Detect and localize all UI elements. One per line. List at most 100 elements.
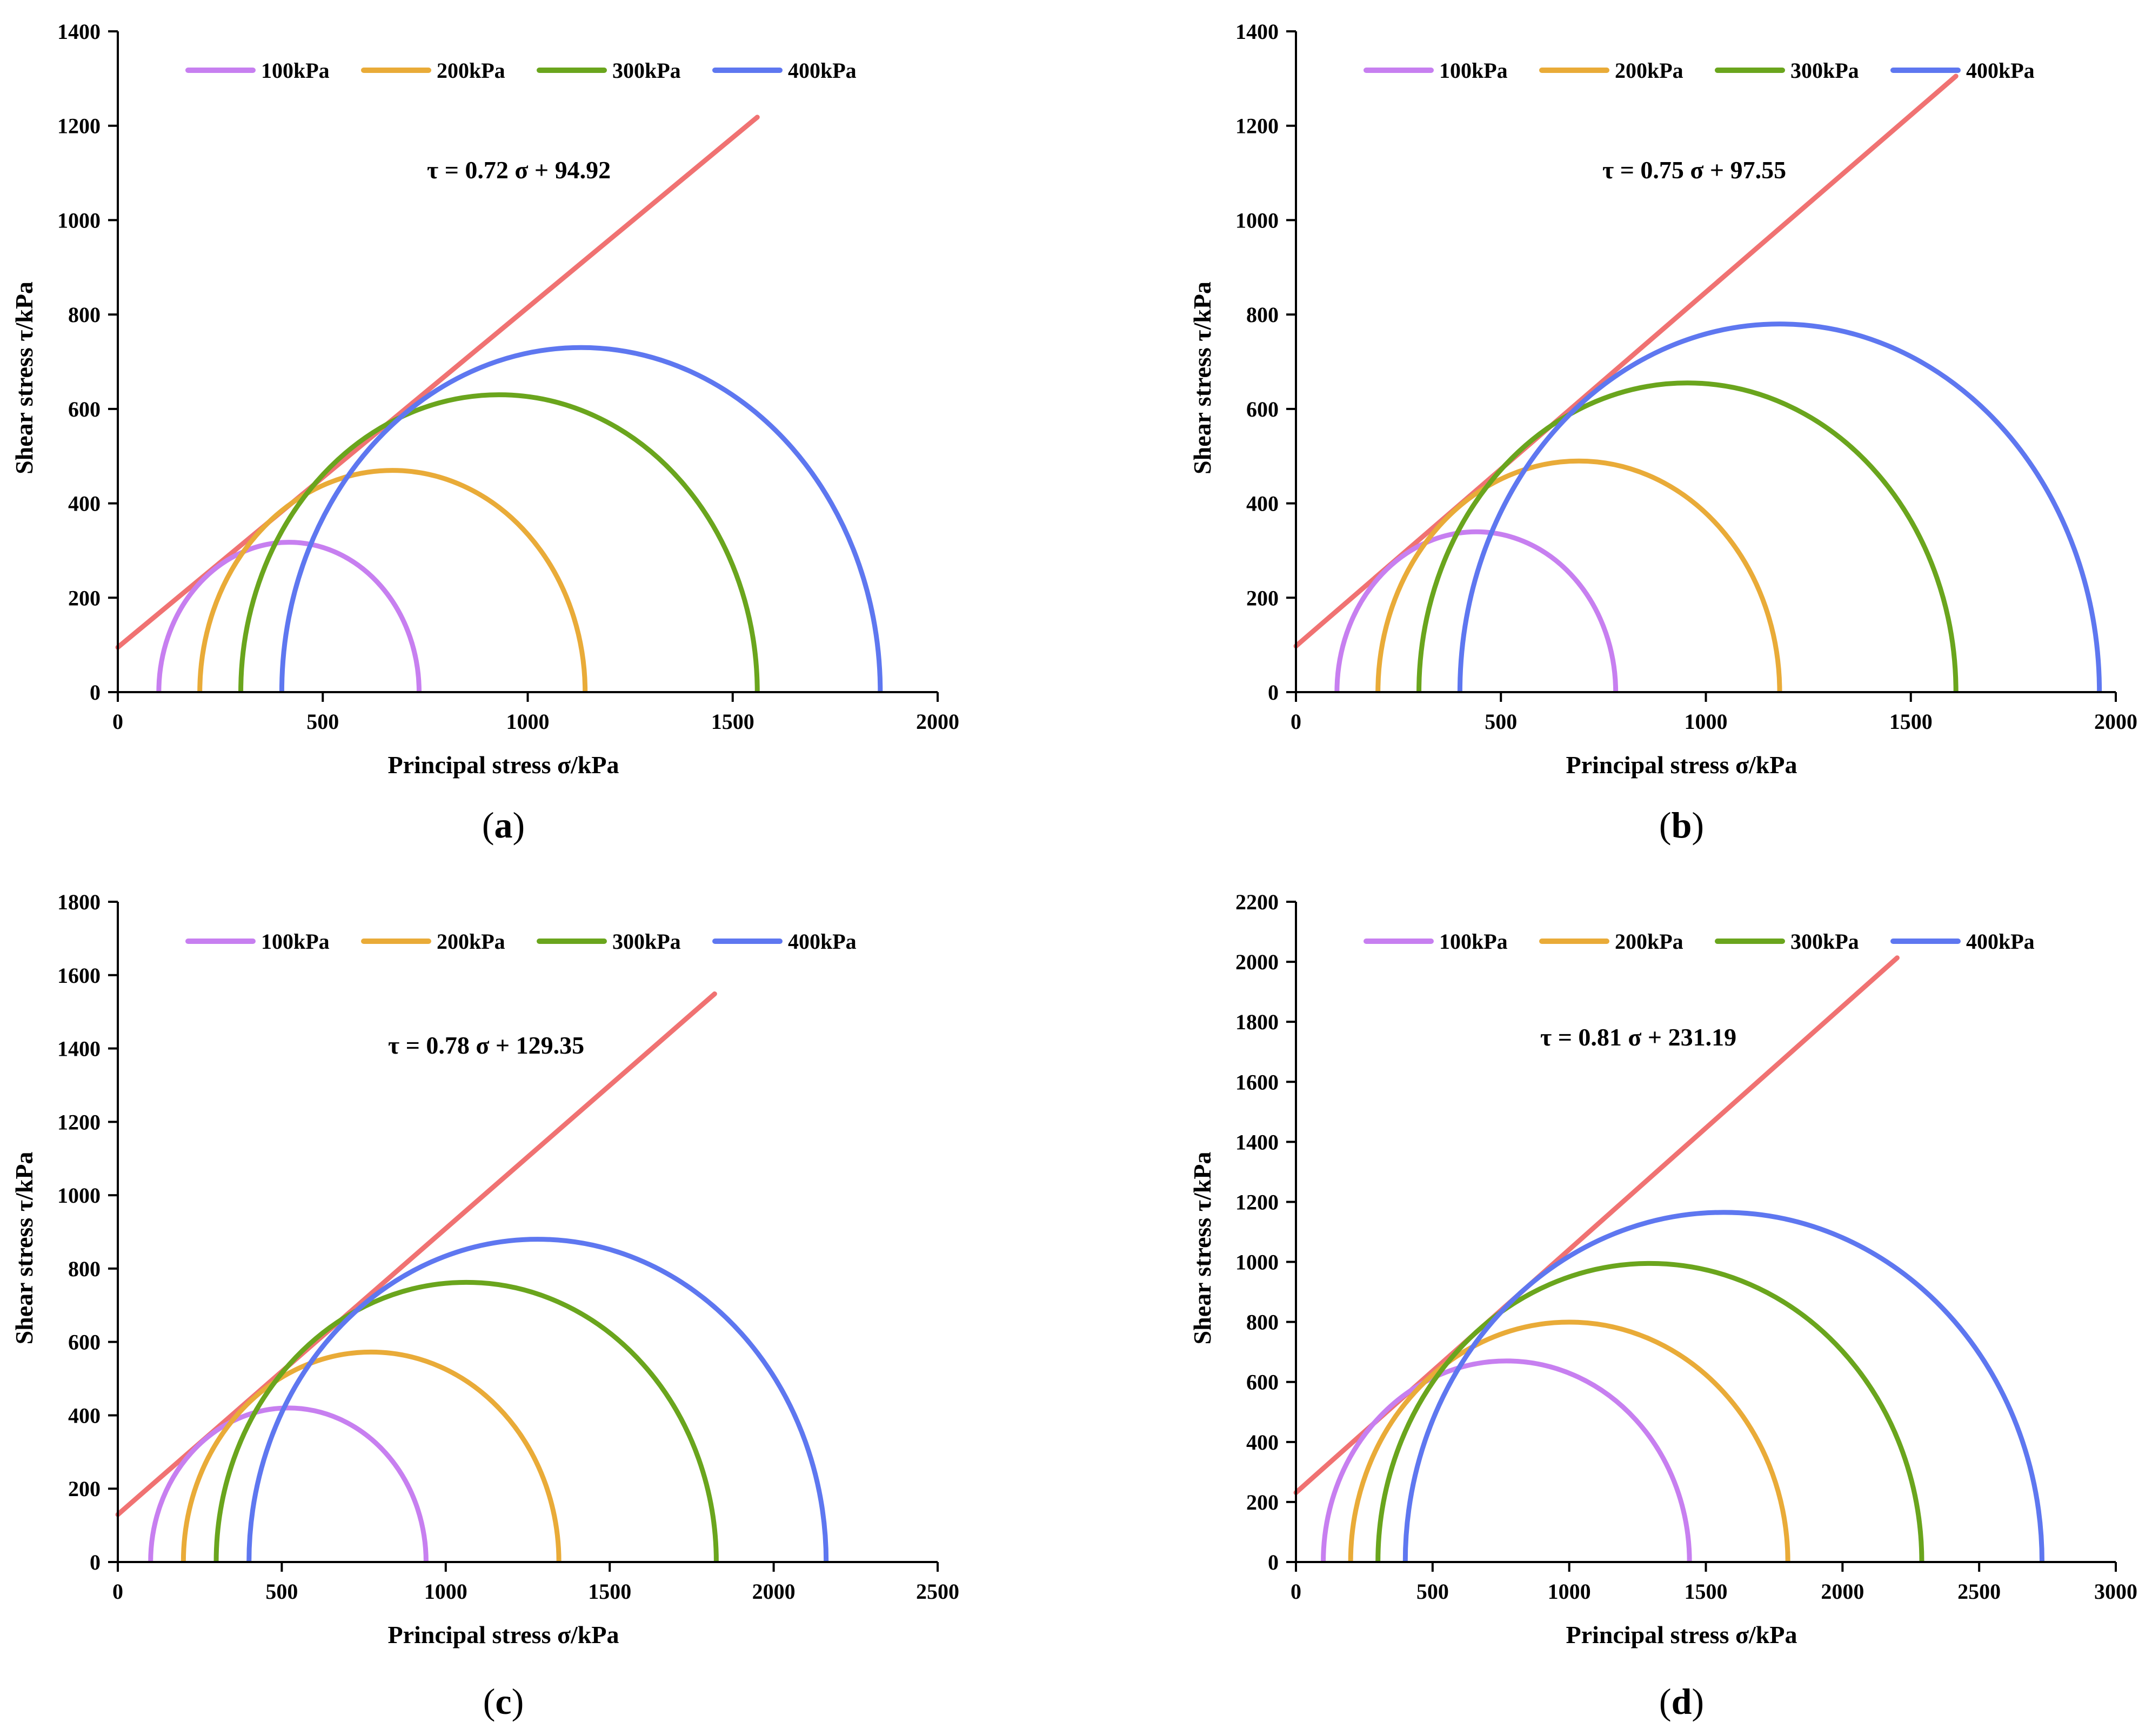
- y-tick-label-b: 0: [1268, 680, 1279, 705]
- y-tick-label-b: 400: [1246, 492, 1279, 516]
- x-tick-label-a: 1000: [506, 709, 550, 734]
- failure-envelope-line-a: [115, 115, 760, 650]
- chart-panel-c: 0 500 1000 1500 2000 2500 0 200 400 600 800 1000 120…: [10, 890, 959, 1722]
- y-tick-label-d: 800: [1246, 1310, 1279, 1335]
- legend-label-c-100kPa: 100kPa: [261, 929, 330, 954]
- x-tick-label-c: 500: [265, 1579, 298, 1604]
- legend-label-b-100kPa: 100kPa: [1439, 58, 1508, 83]
- x-tick-label-c: 1000: [424, 1579, 467, 1604]
- x-axis-title-b: Principal stress σ/kPa: [1566, 751, 1797, 779]
- y-tick-label-c: 600: [68, 1330, 101, 1355]
- x-tick-label-a: 2000: [916, 709, 959, 734]
- y-tick-label-d: 600: [1246, 1370, 1279, 1395]
- y-tick-label-a: 0: [90, 680, 101, 705]
- mohr-circle-a-400kPa: [279, 345, 883, 693]
- legend-label-a-100kPa: 100kPa: [261, 58, 330, 83]
- x-tick-label-c: 0: [112, 1579, 123, 1604]
- y-tick-label-b: 800: [1246, 303, 1279, 327]
- x-axis-title-a: Principal stress σ/kPa: [388, 751, 619, 779]
- x-tick-label-c: 2000: [752, 1579, 796, 1604]
- y-tick-label-d: 1600: [1235, 1070, 1279, 1094]
- x-axis-title-c: Principal stress σ/kPa: [388, 1621, 619, 1648]
- y-tick-label-c: 400: [68, 1403, 101, 1427]
- legend-label-d-400kPa: 400kPa: [1966, 929, 2035, 954]
- legend-label-d-100kPa: 100kPa: [1439, 929, 1508, 954]
- mohr-circle-b-400kPa: [1457, 321, 2102, 693]
- mohr-circle-d-200kPa: [1348, 1319, 1790, 1563]
- x-tick-label-d: 2500: [1957, 1579, 2001, 1604]
- x-tick-label-b: 1500: [1889, 709, 1933, 734]
- x-tick-label-a: 1500: [711, 709, 754, 734]
- mohr-circle-b-100kPa: [1334, 529, 1619, 693]
- y-tick-label-d: 1000: [1235, 1250, 1279, 1275]
- x-tick-label-d: 3000: [2094, 1579, 2137, 1604]
- envelope-equation-c: τ = 0.78 σ + 129.35: [388, 1031, 584, 1059]
- envelope-equation-a: τ = 0.72 σ + 94.92: [427, 156, 611, 184]
- x-tick-label-b: 2000: [2094, 709, 2137, 734]
- legend-label-a-200kPa: 200kPa: [437, 58, 505, 83]
- y-tick-label-c: 1800: [57, 890, 101, 914]
- legend-label-a-300kPa: 300kPa: [612, 58, 681, 83]
- y-tick-label-d: 2000: [1235, 950, 1279, 974]
- y-tick-label-b: 1000: [1235, 208, 1279, 232]
- mohr-circle-d-300kPa: [1375, 1261, 1924, 1563]
- y-tick-label-a: 1000: [57, 208, 101, 232]
- x-tick-label-d: 1500: [1685, 1579, 1728, 1604]
- y-tick-label-d: 1400: [1235, 1130, 1279, 1154]
- legend-label-c-400kPa: 400kPa: [788, 929, 857, 954]
- y-tick-label-d: 400: [1246, 1430, 1279, 1455]
- y-tick-label-d: 2200: [1235, 890, 1279, 914]
- y-tick-label-c: 0: [90, 1550, 101, 1574]
- mohr-circle-b-300kPa: [1416, 380, 1959, 693]
- x-tick-label-a: 0: [112, 709, 123, 734]
- y-tick-label-d: 200: [1246, 1490, 1279, 1514]
- x-tick-label-d: 0: [1291, 1579, 1301, 1604]
- y-tick-label-b: 600: [1246, 397, 1279, 421]
- mohr-circle-d-400kPa: [1405, 1212, 2042, 1562]
- legend-label-d-200kPa: 200kPa: [1615, 929, 1683, 954]
- y-tick-label-a: 1200: [57, 114, 101, 138]
- panel-label-a: (a): [482, 805, 525, 846]
- panel-label-d: (d): [1659, 1681, 1704, 1722]
- mohr-circle-a-100kPa: [156, 540, 422, 693]
- envelope-equation-d: τ = 0.81 σ + 231.19: [1540, 1023, 1736, 1051]
- y-tick-label-c: 1000: [57, 1183, 101, 1208]
- y-tick-label-c: 1400: [57, 1037, 101, 1061]
- y-axis-title-b: Shear stress τ/kPa: [1188, 281, 1216, 474]
- y-tick-label-a: 400: [68, 492, 101, 516]
- x-tick-label-b: 500: [1485, 709, 1517, 734]
- legend-label-a-400kPa: 400kPa: [788, 58, 857, 83]
- legend-label-c-300kPa: 300kPa: [612, 929, 681, 954]
- chart-panel-d: 0 500 1000 1500 2000 2500 3000 0 200 400 600 800 100…: [1188, 890, 2137, 1722]
- envelope-equation-b: τ = 0.75 σ + 97.55: [1602, 156, 1786, 184]
- y-axis-title-d: Shear stress τ/kPa: [1188, 1152, 1216, 1345]
- mohr-circle-c-400kPa: [246, 1237, 829, 1563]
- x-tick-label-d: 1000: [1548, 1579, 1591, 1604]
- y-tick-label-a: 200: [68, 586, 101, 610]
- legend-label-b-300kPa: 300kPa: [1790, 58, 1859, 83]
- panel-label-b: (b): [1659, 805, 1704, 846]
- y-tick-label-d: 0: [1268, 1550, 1279, 1574]
- y-tick-label-c: 200: [68, 1477, 101, 1501]
- legend-label-b-400kPa: 400kPa: [1966, 58, 2035, 83]
- y-tick-label-c: 800: [68, 1257, 101, 1281]
- y-tick-label-b: 200: [1246, 586, 1279, 610]
- x-tick-label-c: 2500: [916, 1579, 959, 1604]
- y-tick-label-d: 1200: [1235, 1190, 1279, 1214]
- chart-panel-a: 0 500 1000 1500 2000 0 200 400 600 800 1000 1200 140…: [10, 19, 959, 846]
- mohr-circle-a-200kPa: [197, 468, 588, 693]
- legend-label-b-200kPa: 200kPa: [1615, 58, 1683, 83]
- x-tick-label-a: 500: [306, 709, 339, 734]
- x-tick-label-b: 1000: [1685, 709, 1728, 734]
- y-axis-title-c: Shear stress τ/kPa: [10, 1152, 38, 1345]
- mohr-circle-a-300kPa: [238, 392, 760, 693]
- panel-label-c: (c): [483, 1681, 524, 1722]
- y-tick-label-c: 1200: [57, 1110, 101, 1134]
- legend-label-c-200kPa: 200kPa: [437, 929, 505, 954]
- x-tick-label-d: 500: [1416, 1579, 1449, 1604]
- chart-panel-b: 0 500 1000 1500 2000 0 200 400 600 800 1000 1200 140…: [1188, 19, 2137, 846]
- y-tick-label-b: 1200: [1235, 114, 1279, 138]
- x-tick-label-c: 1500: [588, 1579, 631, 1604]
- x-axis-title-d: Principal stress σ/kPa: [1566, 1621, 1797, 1648]
